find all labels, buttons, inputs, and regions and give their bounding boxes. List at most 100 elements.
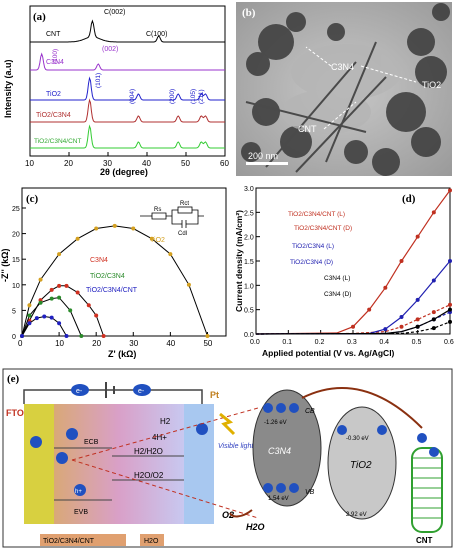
panel-a: (a) Intensity (a.u) 2θ (degree) 10 20 30 40… bbox=[0, 0, 232, 178]
eis-point bbox=[27, 313, 32, 318]
xrd-curves bbox=[30, 19, 225, 149]
label-fto: FTO bbox=[6, 408, 24, 418]
label-visible-light: Visible light bbox=[218, 443, 254, 450]
tem-image: (b) C3N4 TiO2 CNT 200 nm bbox=[236, 2, 452, 176]
eis-point bbox=[27, 303, 32, 308]
eis-point bbox=[94, 226, 99, 231]
lsv-chart: (d) Current density (mA/cm²) Applied pot… bbox=[234, 186, 454, 358]
plot-frame bbox=[21, 187, 227, 337]
eis-point bbox=[131, 226, 136, 231]
lsv-series-line bbox=[255, 304, 451, 335]
electron-markers bbox=[30, 384, 208, 464]
x-axis-label: Z' (kΩ) bbox=[108, 349, 136, 359]
legend-photoanode: TiO2/C3N4/CNT bbox=[43, 538, 95, 545]
eis-point bbox=[49, 287, 54, 292]
cnt-tubes bbox=[245, 41, 387, 173]
xrd-chart: (a) Intensity (a.u) 2θ (degree) 10 20 30 40… bbox=[3, 5, 229, 177]
panel-tag: (c) bbox=[26, 193, 39, 205]
c3n4-particle bbox=[252, 389, 322, 507]
peak-200: (200) bbox=[169, 89, 176, 104]
x-tick-label: 30 bbox=[103, 159, 112, 168]
y-tick-label: 0 bbox=[12, 334, 16, 341]
x-tick-label: 0.4 bbox=[379, 339, 389, 346]
x-tick-label: 0.0 bbox=[250, 339, 260, 346]
series-label-c3n4: C3N4 bbox=[46, 59, 64, 66]
y-tick-label: 0.0 bbox=[244, 332, 254, 339]
lsv-point bbox=[415, 324, 420, 329]
eis-fit-line bbox=[21, 285, 105, 337]
plot-frame bbox=[255, 187, 451, 335]
x-tick-label: 60 bbox=[220, 159, 229, 168]
tio2-particles bbox=[241, 3, 450, 176]
x-tick-label: 0 bbox=[18, 339, 23, 348]
label-h2o: H2O bbox=[246, 522, 265, 532]
lsv-point bbox=[351, 324, 355, 329]
panel-tag: (d) bbox=[402, 193, 416, 205]
lsv-series-line bbox=[255, 260, 451, 335]
x-tick-label: 0.6 bbox=[444, 339, 454, 346]
peak-c100: C(100) bbox=[146, 31, 167, 38]
eis-point bbox=[20, 334, 24, 338]
legend-water: H2O bbox=[144, 538, 159, 545]
peak-100: (100) bbox=[52, 49, 59, 64]
lsv-point bbox=[383, 327, 388, 332]
series-label-cnt: CNT bbox=[46, 31, 61, 38]
label-h2: H2 bbox=[160, 417, 171, 426]
label-cnt: CNT bbox=[298, 124, 317, 134]
y-tick-label: 2.0 bbox=[244, 235, 254, 242]
eis-point bbox=[94, 313, 99, 318]
battery-symbol bbox=[105, 382, 115, 398]
lsv-point bbox=[448, 307, 452, 312]
peak-002: (002) bbox=[102, 46, 118, 53]
eis-point bbox=[186, 282, 191, 287]
series-label-c3n4-l: C3N4 (L) bbox=[324, 275, 350, 282]
c3n4-sheets bbox=[281, 44, 401, 134]
series-label-c3n4: C3N4 bbox=[90, 257, 108, 264]
lsv-point bbox=[431, 310, 436, 315]
eis-point bbox=[34, 316, 39, 321]
lsv-point bbox=[448, 302, 452, 307]
panel-tag: (e) bbox=[7, 373, 20, 385]
eis-fit-line bbox=[21, 225, 208, 337]
lsv-point bbox=[448, 188, 452, 193]
lsv-series-line bbox=[255, 321, 451, 335]
band-lines bbox=[54, 447, 184, 501]
eis-point bbox=[68, 308, 73, 313]
x-tick-label: 20 bbox=[64, 159, 73, 168]
x-axis-label: 2θ (degree) bbox=[100, 167, 148, 177]
y-tick-label: 10 bbox=[12, 283, 20, 290]
electron-label: e- bbox=[76, 388, 83, 395]
label-pt: Pt bbox=[210, 390, 219, 400]
x-ticks: 10 20 30 40 50 60 bbox=[25, 152, 229, 168]
label-cnt: CNT bbox=[416, 536, 433, 545]
plot-frame bbox=[29, 5, 226, 157]
label-c3n4-cb: -1.26 eV bbox=[264, 420, 287, 426]
x-tick-label: 40 bbox=[166, 339, 175, 348]
series-label-tio2-c3n4: TiO2/C3N4 bbox=[90, 273, 125, 280]
eis-point bbox=[57, 252, 62, 257]
x-tick-label: 0.1 bbox=[282, 339, 292, 346]
eis-point bbox=[42, 314, 47, 319]
lsv-point bbox=[383, 285, 388, 290]
lsv-point bbox=[431, 278, 436, 283]
series-label-tio2c3n4-d: TiO2/C3N4 (D) bbox=[290, 259, 333, 266]
eis-point bbox=[205, 334, 210, 338]
lsv-point bbox=[367, 307, 372, 312]
x-tick-label: 10 bbox=[25, 159, 34, 168]
lsv-curves bbox=[255, 188, 452, 335]
x-tick-label: 0.2 bbox=[315, 339, 325, 346]
xrd-series-line bbox=[30, 19, 225, 43]
peak-105: (105) bbox=[190, 89, 197, 104]
series-label-cnt-d: TiO2/C3N4/CNT (D) bbox=[294, 225, 352, 232]
mechanism-schematic: (e) FTO Pt e- e- ECB EVB h+ H2 4H+ H2/H2… bbox=[2, 368, 453, 548]
eis-point bbox=[75, 290, 80, 295]
band-electrons bbox=[263, 403, 439, 493]
lightning-icon bbox=[219, 412, 236, 436]
label-tio2-vb: 2.92 eV bbox=[346, 512, 367, 518]
y-tick-label: 2.5 bbox=[244, 210, 254, 217]
panel-b: (b) C3N4 TiO2 CNT 200 nm bbox=[236, 2, 452, 176]
y-axis-label: Intensity (a.u) bbox=[3, 59, 13, 118]
label-tio2-cb: -0.30 eV bbox=[346, 436, 369, 442]
panel-e: (e) FTO Pt e- e- ECB EVB h+ H2 4H+ H2/H2… bbox=[2, 368, 453, 548]
x-tick-label: 20 bbox=[92, 339, 101, 348]
